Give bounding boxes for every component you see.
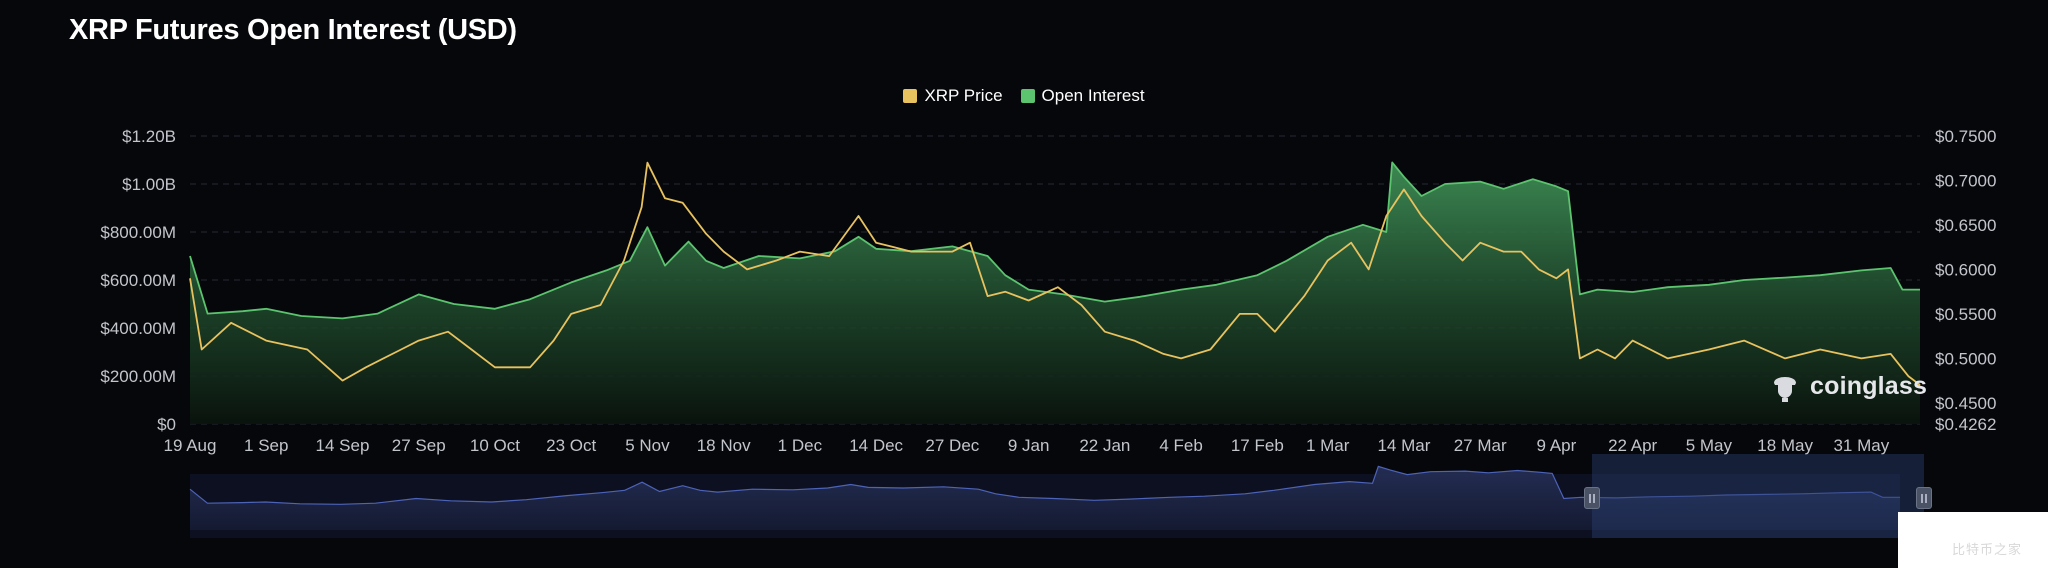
x-tick-label: 1 Mar	[1306, 436, 1350, 455]
x-tick-label: 14 Dec	[849, 436, 903, 455]
x-tick-label: 18 May	[1757, 436, 1813, 455]
x-tick-label: 9 Apr	[1537, 436, 1577, 455]
legend-label-xrp-price: XRP Price	[924, 86, 1003, 105]
x-tick-label: 5 May	[1686, 436, 1733, 455]
x-tick-label: 4 Feb	[1159, 436, 1202, 455]
y-left-tick-label: $1.00B	[122, 175, 176, 194]
x-tick-label: 14 Sep	[316, 436, 370, 455]
y-left-tick-label: $1.20B	[122, 127, 176, 146]
y-right-tick-label: $0.6000	[1935, 260, 1996, 279]
x-tick-label: 9 Jan	[1008, 436, 1050, 455]
y-left-tick-label: $800.00M	[100, 223, 176, 242]
x-tick-label: 5 Nov	[625, 436, 670, 455]
x-tick-label: 23 Oct	[546, 436, 596, 455]
x-tick-label: 18 Nov	[697, 436, 751, 455]
chart-title: XRP Futures Open Interest (USD)	[69, 14, 517, 46]
navigator-left-handle[interactable]	[1584, 487, 1600, 509]
y-right-tick-label: $0.6500	[1935, 216, 1996, 235]
y-left-tick-label: $200.00M	[100, 367, 176, 386]
navigator-right-handle[interactable]	[1916, 487, 1932, 509]
x-tick-label: 10 Oct	[470, 436, 520, 455]
xrp-price-line	[189, 161, 1921, 386]
x-tick-label: 27 Dec	[925, 436, 979, 455]
navigator-selected-range	[1592, 454, 1924, 538]
y-right-tick-label: $0.4500	[1935, 394, 1996, 413]
legend-label-open-interest: Open Interest	[1041, 86, 1145, 105]
x-tick-label: 27 Sep	[392, 436, 446, 455]
chart-legend: XRP Price Open Interest	[0, 86, 2048, 106]
x-tick-label: 31 May	[1833, 436, 1889, 455]
legend-item-open-interest[interactable]: Open Interest	[1020, 86, 1145, 106]
y-left-tick-label: $0	[157, 415, 176, 434]
watermark-text: coinglass	[1810, 371, 1928, 400]
y-left-tick-label: $400.00M	[100, 319, 176, 338]
legend-swatch-open-interest	[1020, 89, 1035, 103]
open-interest-line	[189, 161, 1920, 320]
legend-item-xrp-price[interactable]: XRP Price	[903, 86, 1003, 106]
y-right-tick-label: $0.7000	[1935, 171, 1996, 190]
corner-watermark: 比特币之家	[1898, 512, 2048, 568]
x-tick-label: 1 Sep	[244, 436, 288, 455]
x-tick-label: 27 Mar	[1454, 436, 1507, 455]
x-tick-label: 22 Jan	[1079, 436, 1130, 455]
x-tick-label: 17 Feb	[1231, 436, 1284, 455]
coinglass-logo-icon	[1774, 377, 1796, 402]
y-left-tick-label: $600.00M	[100, 271, 176, 290]
x-tick-label: 19 Aug	[164, 436, 217, 455]
y-right-tick-label: $0.4262	[1935, 415, 1996, 434]
y-right-tick-label: $0.7500	[1935, 127, 1996, 146]
y-right-tick-label: $0.5000	[1935, 349, 1996, 368]
x-tick-label: 22 Apr	[1608, 436, 1657, 455]
x-tick-label: 1 Dec	[778, 436, 823, 455]
coinglass-watermark: coinglass	[1768, 369, 1927, 403]
corner-watermark-text: 比特币之家	[1951, 542, 2022, 557]
x-tick-label: 14 Mar	[1377, 436, 1430, 455]
legend-swatch-xrp-price	[903, 89, 918, 103]
y-right-tick-label: $0.5500	[1935, 305, 1996, 324]
